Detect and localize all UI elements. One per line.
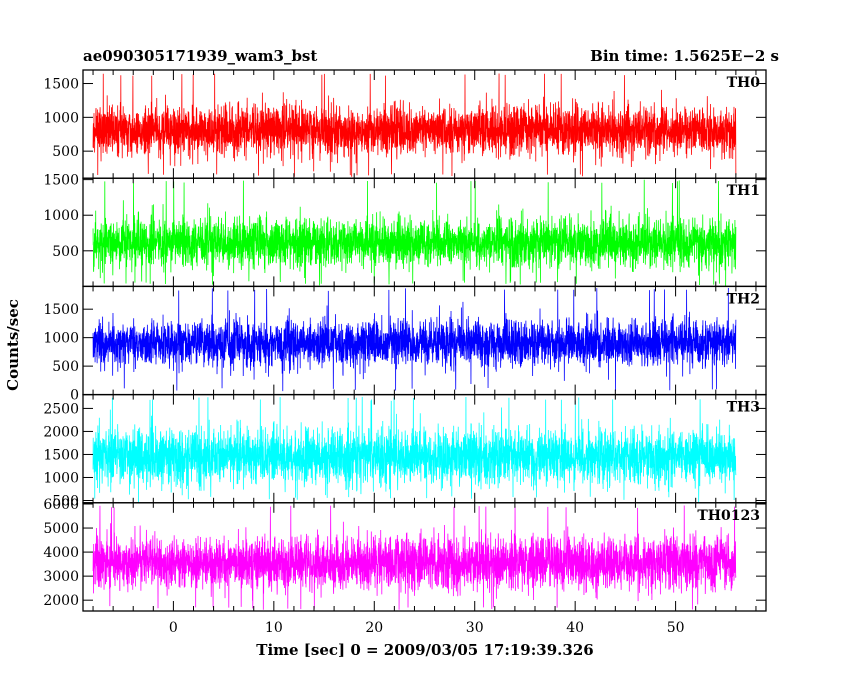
y-tick-label-th0123-6000: 6000 [43, 497, 79, 513]
y-tick-label-th1-1500: 1500 [43, 173, 79, 189]
panel-label-th0: TH0 [727, 75, 761, 91]
y-tick-label-th1-1000: 1000 [43, 208, 79, 224]
panel-label-th2: TH2 [727, 291, 760, 307]
x-tick-label-20: 20 [365, 620, 383, 636]
y-tick-label-th0-500: 500 [52, 144, 79, 160]
x-tick-label-10: 10 [265, 620, 283, 636]
series-line-th1 [92, 179, 737, 287]
panel-label-th0123: TH0123 [697, 508, 760, 524]
bin-time-label: Bin time: 1.5625E−2 s [590, 47, 779, 65]
series-line-th2 [92, 287, 737, 392]
y-tick-label-th0-1000: 1000 [43, 110, 79, 126]
chart-title: ae090305171939_wam3_bst [83, 47, 317, 65]
y-tick-label-th2-1500: 1500 [43, 302, 79, 318]
y-tick-label-th3-2500: 2500 [43, 401, 79, 417]
panel-label-th3: TH3 [727, 400, 760, 416]
y-tick-label-th2-0: 0 [70, 388, 79, 404]
y-tick-label-th3-1000: 1000 [43, 470, 79, 486]
y-axis-label: Counts/sec [4, 299, 22, 391]
y-tick-label-th3-1500: 1500 [43, 447, 79, 463]
y-tick-label-th0123-4000: 4000 [43, 545, 79, 561]
y-tick-label-th3-2000: 2000 [43, 424, 79, 440]
x-tick-label-50: 50 [667, 620, 685, 636]
y-tick-label-th2-500: 500 [52, 359, 79, 375]
x-tick-label-0: 0 [169, 620, 178, 636]
x-tick-label-40: 40 [566, 620, 584, 636]
y-tick-label-th0-1500: 1500 [43, 77, 79, 93]
x-tick-label-30: 30 [466, 620, 484, 636]
series-line-th0 [92, 73, 737, 177]
panel-frame-th0123 [82, 502, 767, 612]
series-line-th3 [92, 396, 737, 503]
x-axis-label: Time [sec] 0 = 2009/03/05 17:19:39.326 [256, 641, 593, 659]
y-tick-label-th0123-5000: 5000 [43, 521, 79, 537]
y-tick-label-th0123-2000: 2000 [43, 593, 79, 609]
y-tick-label-th0123-3000: 3000 [43, 569, 79, 585]
series-line-th0123 [92, 505, 737, 610]
y-tick-label-th2-1000: 1000 [43, 331, 79, 347]
y-tick-label-th1-500: 500 [52, 244, 79, 260]
panel-label-th1: TH1 [727, 183, 760, 199]
y-tick-label-th3-500: 500 [52, 493, 79, 509]
